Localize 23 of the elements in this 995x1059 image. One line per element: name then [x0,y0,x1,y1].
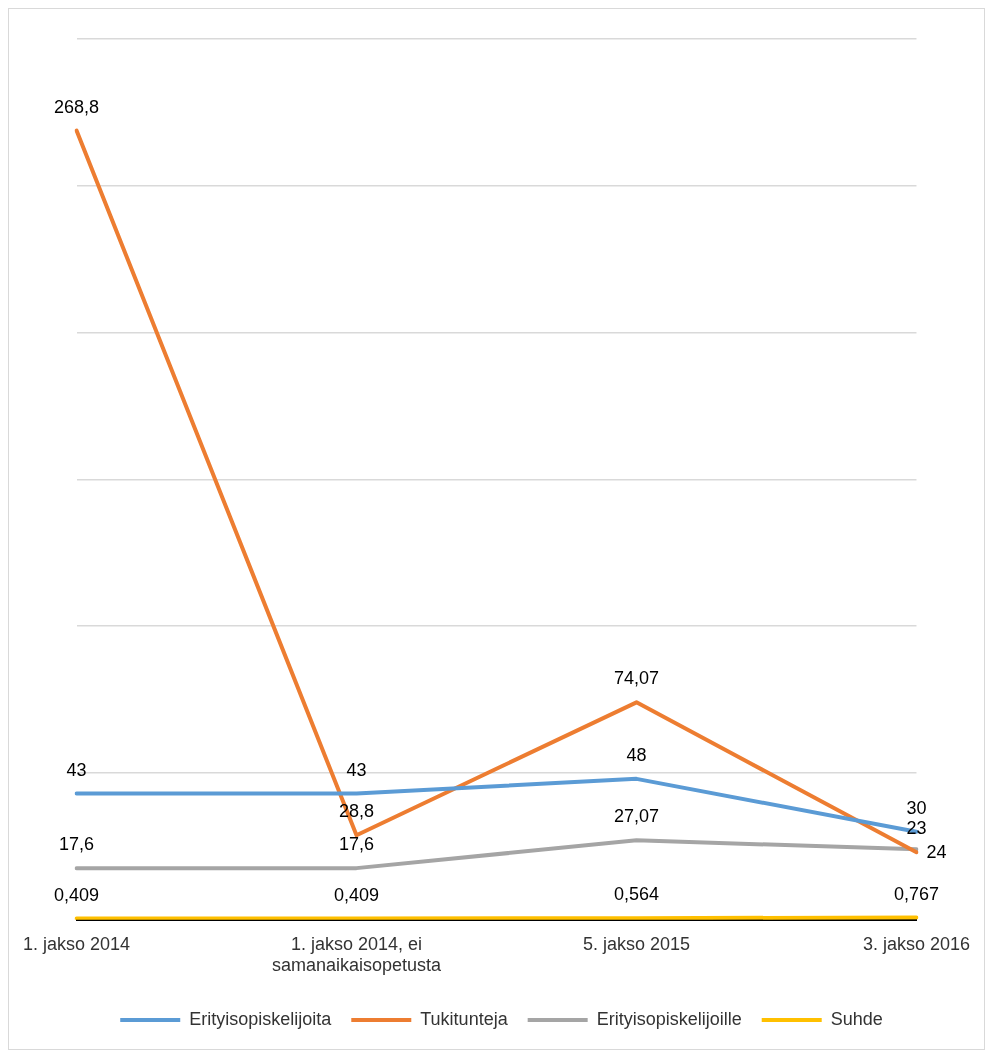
data-label: 0,409 [54,884,100,905]
x-tick-label: 3. jakso 2016 [862,933,970,954]
data-label: 43 [346,759,367,780]
x-tick-label: 5. jakso 2015 [582,933,691,954]
data-label: 43 [66,759,87,780]
data-label: 74,07 [613,668,660,689]
data-label: 17,6 [59,834,95,855]
x-tick-label: 1. jakso 2014 [23,933,131,954]
data-label: 27,07 [613,806,660,827]
data-label: 23 [906,818,927,839]
data-label: 30 [906,797,927,818]
data-label: 0,767 [893,883,939,904]
x-tick-label: 1. jakso 2014, ei samanaikaisopetusta [271,933,443,976]
legend-label: Suhde [830,1008,883,1029]
data-label: 268,8 [54,96,100,117]
legend-label: Erityisopiskelijoille [596,1008,742,1029]
data-label: 0,409 [333,884,380,905]
data-label: 24 [926,842,947,863]
legend-label: Tukitunteja [420,1008,509,1029]
data-label: 48 [626,744,647,765]
data-label: 17,6 [339,834,375,855]
data-label: 0,564 [613,884,660,905]
legend-label: Erityisopiskelijoita [189,1008,333,1029]
